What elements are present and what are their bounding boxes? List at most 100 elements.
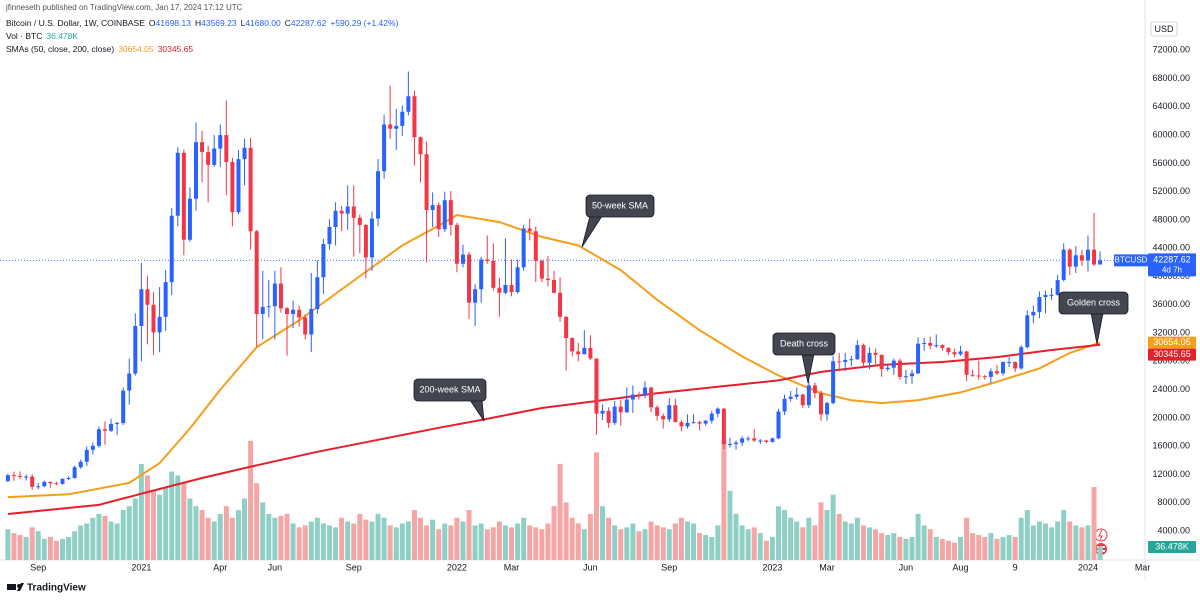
candle-body xyxy=(491,260,496,288)
candle-body xyxy=(1037,297,1042,312)
candle-body xyxy=(588,347,593,359)
volume-bar xyxy=(157,494,163,560)
volume-bar xyxy=(939,538,945,560)
volume-bar xyxy=(921,525,927,560)
candle-body xyxy=(321,243,326,278)
volume-bar xyxy=(163,486,169,560)
volume-bar xyxy=(181,483,187,560)
volume-bar xyxy=(320,523,326,560)
volume-bar xyxy=(496,521,502,560)
volume-bar xyxy=(539,529,545,560)
x-tick-label: Mar xyxy=(819,562,835,572)
currency[interactable]: USD xyxy=(1154,24,1174,34)
currency-box[interactable] xyxy=(1150,21,1178,37)
volume-bar xyxy=(533,527,539,560)
candle-body xyxy=(473,289,478,303)
volume-bar xyxy=(715,525,721,560)
volume-bar xyxy=(369,521,375,560)
candle-body xyxy=(72,467,77,478)
volume-bar xyxy=(132,498,138,560)
candle-body xyxy=(24,476,29,478)
candle-body xyxy=(994,371,999,374)
volume-bar xyxy=(272,517,278,560)
callout-text: Golden cross xyxy=(1067,297,1121,307)
y-tick-label: 28000.00 xyxy=(1152,356,1190,366)
volume-bar xyxy=(296,527,302,560)
volume-label: Vol · BTC xyxy=(6,31,43,41)
candle-body xyxy=(916,343,921,374)
candle-body xyxy=(564,316,569,339)
volume-bar xyxy=(848,523,854,560)
callout: Golden cross xyxy=(1058,291,1129,345)
volume-bar xyxy=(545,523,551,560)
ticker-tag-text: BTCUSD xyxy=(1115,255,1148,264)
volume-bar xyxy=(636,531,642,560)
volume-bar xyxy=(557,463,563,560)
volume-bar xyxy=(739,525,745,560)
candle-body xyxy=(400,111,405,126)
candle-body xyxy=(200,142,205,153)
volume-bar xyxy=(630,523,636,560)
volume-bar xyxy=(727,490,733,560)
x-tick-label: Mar xyxy=(504,562,520,572)
volume-bar xyxy=(96,513,102,560)
event-icon-bolt xyxy=(1098,529,1103,541)
volume-bar xyxy=(873,529,879,560)
candle-body xyxy=(242,147,247,160)
volume-bar xyxy=(782,510,788,560)
volume-bar xyxy=(114,523,120,560)
volume-bar xyxy=(1085,525,1091,560)
candle-body xyxy=(339,210,344,214)
volume-bar xyxy=(454,517,460,560)
candle-body xyxy=(752,438,757,441)
candle-body xyxy=(66,477,71,479)
candle-body xyxy=(843,359,848,363)
volume-bar xyxy=(933,536,939,560)
candle-body xyxy=(48,481,53,484)
volume-bar xyxy=(187,498,193,560)
volume-bar xyxy=(199,510,205,560)
volume-bar xyxy=(618,529,624,560)
candle-body xyxy=(115,423,120,425)
callout-pointer xyxy=(1090,312,1104,345)
candle-body xyxy=(1098,260,1103,265)
event-icon[interactable] xyxy=(1094,528,1108,542)
volume-bar xyxy=(818,502,824,560)
volume-bar xyxy=(624,527,630,560)
candle-body xyxy=(193,142,198,199)
volume-bar xyxy=(951,542,957,560)
volume-tag-text: 36.478K xyxy=(1155,541,1189,551)
volume-bar xyxy=(84,523,90,560)
candle-body xyxy=(278,283,283,309)
candle-body xyxy=(509,284,514,293)
candle-body xyxy=(861,345,866,363)
candle-body xyxy=(369,218,374,258)
sma-line xyxy=(7,213,1101,499)
candle-body xyxy=(236,159,241,213)
volume-bar xyxy=(927,529,933,560)
volume-bar xyxy=(29,527,35,560)
candle-body xyxy=(467,254,472,303)
volume-bar xyxy=(721,440,727,560)
candle-body xyxy=(327,227,332,244)
candle-body xyxy=(357,217,362,225)
callout-text: 200-week SMA xyxy=(419,384,480,394)
candle-body xyxy=(1049,294,1054,296)
candle-body xyxy=(806,385,811,406)
candle-body xyxy=(521,228,526,268)
candle-body xyxy=(788,396,793,399)
volume-bar xyxy=(587,513,593,560)
legend-key: O xyxy=(148,18,156,28)
x-tick-label: 2023 xyxy=(762,562,782,572)
candle-body xyxy=(175,152,180,216)
volume-bar xyxy=(59,538,65,560)
volume-bar xyxy=(381,517,387,560)
volume-bar xyxy=(339,517,345,560)
callout-box xyxy=(772,332,836,356)
volume-bar xyxy=(442,523,448,560)
volume-bar xyxy=(824,510,830,560)
symbol: Bitcoin / U.S. Dollar, 1W, COINBASE xyxy=(6,18,145,28)
volume-bar xyxy=(23,536,29,560)
volume-bar xyxy=(284,513,290,560)
